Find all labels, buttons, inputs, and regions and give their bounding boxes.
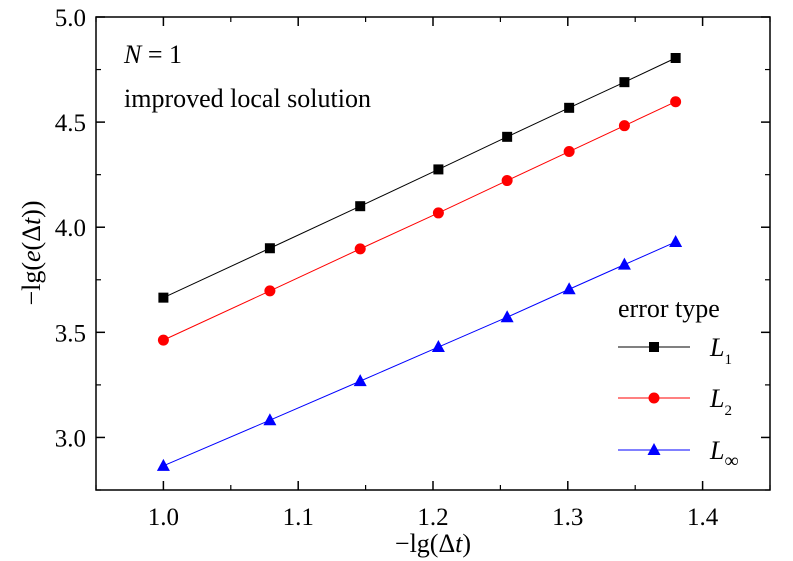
data-point: [264, 243, 275, 254]
data-point: [670, 96, 682, 108]
x-tick-label: 1.2: [417, 504, 448, 531]
series-L1: [158, 52, 681, 303]
y-tick-labels: 3.0 3.5 4.0 4.5 5.0: [55, 5, 86, 452]
data-point: [619, 77, 630, 88]
x-tick-label: 1.1: [283, 504, 314, 531]
x-tick-labels: 1.0 1.1 1.2 1.3 1.4: [148, 504, 719, 531]
series-line: [163, 241, 676, 467]
legend-marker: [647, 443, 661, 455]
data-point: [158, 292, 169, 303]
data-point: [263, 413, 277, 426]
legend-items: L1 L2 L∞: [618, 333, 739, 472]
data-point: [618, 120, 630, 132]
legend-marker: [648, 392, 660, 404]
data-point: [355, 201, 366, 212]
x-axis-title: −lg(Δt): [395, 529, 471, 558]
y-tick-label: 3.0: [55, 425, 86, 452]
data-point: [157, 334, 169, 346]
legend-title: error type: [618, 294, 720, 323]
legend-item-L2: L2: [618, 384, 732, 419]
data-point: [353, 374, 367, 387]
data-point: [669, 234, 683, 247]
data-point: [156, 458, 170, 471]
data-point: [264, 285, 276, 297]
x-tick-label: 1.0: [148, 504, 179, 531]
legend-item-L∞: L∞: [618, 436, 739, 472]
legend-label: L∞: [709, 436, 739, 472]
data-point: [617, 257, 631, 270]
legend-item-L1: L1: [618, 333, 732, 368]
annotation-n: N = 1: [123, 40, 182, 69]
series-L∞: [156, 234, 683, 471]
series-L2: [157, 96, 682, 346]
x-tick-label: 1.3: [552, 504, 583, 531]
series-layer: [156, 52, 683, 471]
y-axis-title: −lg(e(Δt)): [17, 200, 46, 305]
data-point: [502, 131, 513, 142]
axis-ticks: [95, 16, 771, 491]
legend: error type L1 L2 L∞: [618, 294, 739, 472]
series-line: [163, 57, 676, 299]
legend-label: L1: [709, 333, 732, 368]
data-point: [564, 102, 575, 113]
y-tick-label: 4.5: [55, 110, 86, 137]
x-tick-label: 1.4: [687, 504, 719, 531]
legend-label: L2: [709, 384, 732, 419]
data-point: [431, 340, 445, 353]
data-point: [433, 164, 444, 175]
series-line: [163, 101, 676, 341]
data-point: [500, 310, 514, 323]
annotation-solution: improved local solution: [124, 84, 371, 113]
legend-marker: [649, 342, 659, 352]
y-tick-label: 3.5: [55, 320, 86, 347]
data-point: [563, 146, 575, 158]
data-point: [562, 282, 576, 295]
data-point: [432, 207, 444, 219]
data-point: [501, 175, 513, 187]
data-point: [354, 243, 366, 255]
y-tick-label: 5.0: [55, 5, 86, 32]
data-point: [670, 52, 681, 63]
y-tick-label: 4.0: [55, 215, 86, 242]
